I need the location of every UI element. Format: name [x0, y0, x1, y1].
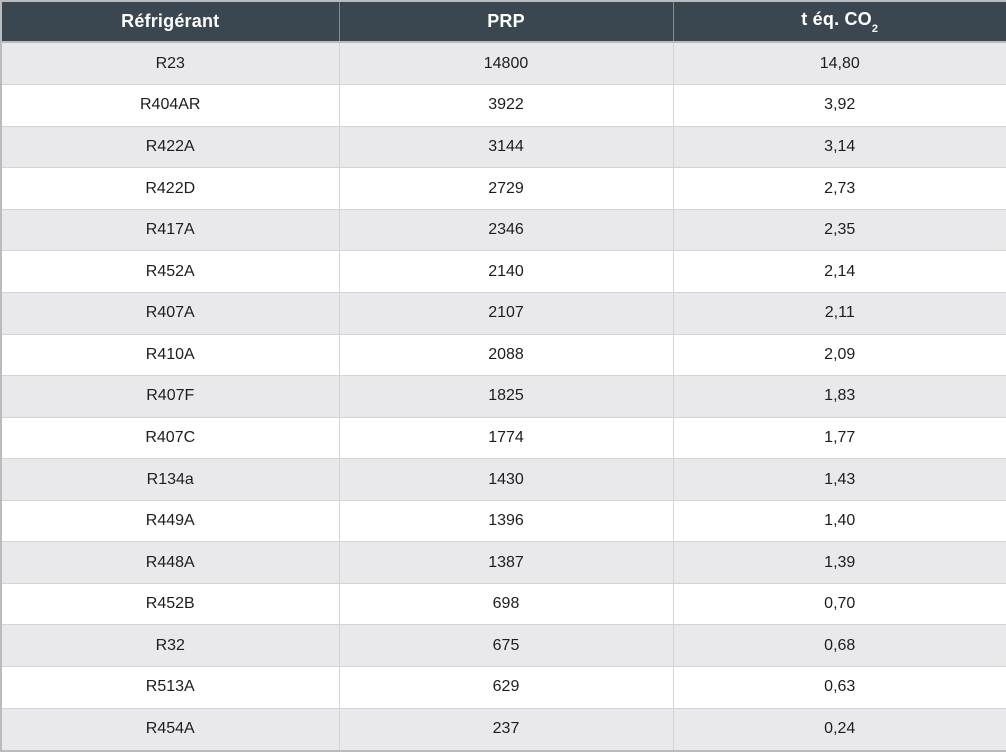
table-cell-co2-equivalent: 0,68	[672, 624, 1006, 668]
column-header-refrigerant: Réfrigérant	[1, 1, 340, 43]
table-row: R417A 2346 2,35	[0, 208, 1006, 252]
table-cell-co2-equivalent: 2,11	[672, 291, 1006, 335]
table-cell-prp: 1387	[338, 541, 674, 584]
table-cell-refrigerant: R417A	[0, 208, 340, 252]
table-cell-prp: 2088	[338, 333, 674, 377]
table-row: R404AR 3922 3,92	[0, 84, 1006, 127]
table-cell-co2-equivalent: 1,39	[672, 541, 1006, 584]
table-cell-co2-equivalent: 3,14	[672, 125, 1006, 169]
table-row: R454A 237 0,24	[0, 707, 1006, 752]
header-row: Réfrigérant PRP t éq. CO2	[1, 1, 1006, 43]
table-cell-refrigerant: R407F	[0, 375, 340, 418]
table-cell-prp: 1825	[338, 375, 674, 418]
column-header-prp: PRP	[338, 1, 674, 43]
table-cell-co2-equivalent: 0,63	[672, 666, 1006, 709]
table-cell-refrigerant: R23	[0, 41, 340, 86]
table-row: R422D 2729 2,73	[0, 167, 1006, 210]
table-cell-co2-equivalent: 2,09	[672, 333, 1006, 377]
table-header: Réfrigérant PRP t éq. CO2	[1, 1, 1006, 43]
table-row: R513A 629 0,63	[0, 666, 1006, 709]
table-cell-refrigerant: R407A	[0, 291, 340, 335]
table-row: R407F 1825 1,83	[0, 375, 1006, 418]
table-body: R23 14800 14,80 R404AR 3922 3,92 R422A 3144 3,14…	[0, 41, 1006, 752]
table-cell-refrigerant: R404AR	[0, 84, 340, 127]
table-cell-co2-equivalent: 1,43	[672, 458, 1006, 501]
table-cell-co2-equivalent: 0,70	[672, 582, 1006, 626]
table-cell-prp: 3144	[338, 125, 674, 169]
table-cell-refrigerant: R513A	[0, 666, 340, 709]
table-cell-co2-equivalent: 2,73	[672, 167, 1006, 210]
table-cell-prp: 2140	[338, 250, 674, 293]
table-cell-prp: 3922	[338, 84, 674, 127]
table-cell-refrigerant: R134a	[0, 458, 340, 501]
table-cell-refrigerant: R449A	[0, 499, 340, 543]
table-row: R449A 1396 1,40	[0, 499, 1006, 543]
table-row: R422A 3144 3,14	[0, 125, 1006, 169]
table-cell-co2-equivalent: 2,35	[672, 208, 1006, 252]
table-cell-prp: 1430	[338, 458, 674, 501]
table-cell-prp: 2107	[338, 291, 674, 335]
table-cell-refrigerant: R32	[0, 624, 340, 668]
table-cell-refrigerant: R448A	[0, 541, 340, 584]
table-row: R23 14800 14,80	[0, 41, 1006, 86]
table-cell-co2-equivalent: 1,40	[672, 499, 1006, 543]
table-row: R32 675 0,68	[0, 624, 1006, 668]
table-row: R410A 2088 2,09	[0, 333, 1006, 377]
table-cell-refrigerant: R422D	[0, 167, 340, 210]
table-cell-co2-equivalent: 2,14	[672, 250, 1006, 293]
table-row: R407C 1774 1,77	[0, 416, 1006, 460]
co2-header-main: t éq. CO	[801, 8, 872, 29]
table-cell-refrigerant: R410A	[0, 333, 340, 377]
co2-subscript: 2	[871, 22, 879, 35]
table-cell-co2-equivalent: 3,92	[672, 84, 1006, 127]
table-cell-refrigerant: R452B	[0, 582, 340, 626]
table-cell-prp: 675	[338, 624, 674, 668]
table-cell-refrigerant: R452A	[0, 250, 340, 293]
table-cell-co2-equivalent: 0,24	[672, 707, 1006, 752]
table-row: R407A 2107 2,11	[0, 291, 1006, 335]
table-cell-prp: 2346	[338, 208, 674, 252]
table-cell-refrigerant: R407C	[0, 416, 340, 460]
table-cell-prp: 698	[338, 582, 674, 626]
table-row: R452B 698 0,70	[0, 582, 1006, 626]
table-row: R448A 1387 1,39	[0, 541, 1006, 584]
table-cell-prp: 2729	[338, 167, 674, 210]
table-cell-co2-equivalent: 14,80	[672, 41, 1006, 86]
table-row: R452A 2140 2,14	[0, 250, 1006, 293]
column-header-co2-equivalent: t éq. CO2	[672, 1, 1006, 43]
table-cell-prp: 237	[338, 707, 674, 752]
table-cell-co2-equivalent: 1,77	[672, 416, 1006, 460]
table-cell-prp: 14800	[338, 41, 674, 86]
table-cell-prp: 1396	[338, 499, 674, 543]
table-row: R134a 1430 1,43	[0, 458, 1006, 501]
table-cell-prp: 629	[338, 666, 674, 709]
table-cell-refrigerant: R422A	[0, 125, 340, 169]
table-cell-co2-equivalent: 1,83	[672, 375, 1006, 418]
table-cell-refrigerant: R454A	[0, 707, 340, 752]
table-cell-prp: 1774	[338, 416, 674, 460]
